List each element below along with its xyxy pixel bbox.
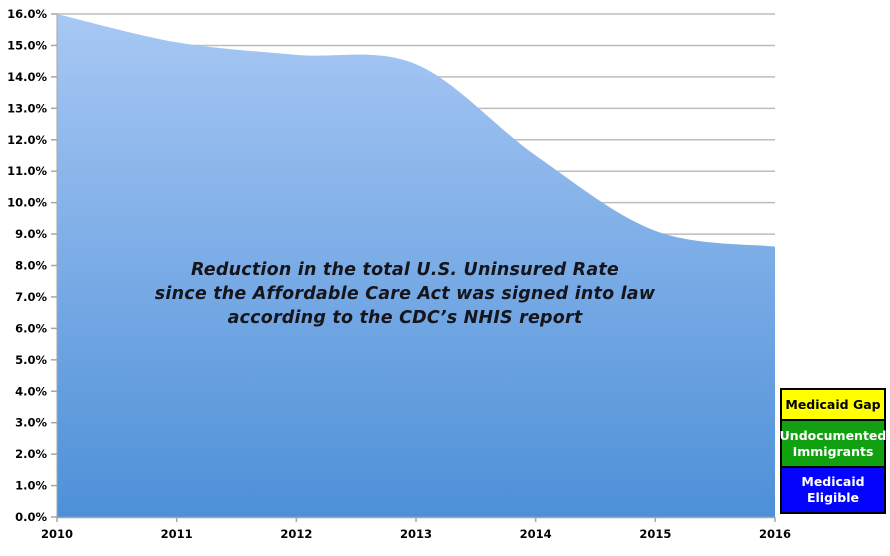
y-axis-tick-label: 13.0% bbox=[7, 101, 47, 115]
y-axis-tick-label: 10.0% bbox=[7, 196, 47, 210]
y-axis-tick-label: 8.0% bbox=[15, 259, 47, 273]
x-axis-tick-label: 2010 bbox=[41, 527, 73, 541]
y-axis-tick-label: 6.0% bbox=[15, 321, 47, 335]
y-axis-tick-label: 14.0% bbox=[7, 70, 47, 84]
legend-item-undocumented-immigrants: Undocumented Immigrants bbox=[780, 421, 886, 468]
y-axis-tick-label: 2.0% bbox=[15, 447, 47, 461]
y-axis-tick-label: 11.0% bbox=[7, 164, 47, 178]
y-axis-tick-label: 5.0% bbox=[15, 353, 47, 367]
chart-title-line-1: Reduction in the total U.S. Uninsured Ra… bbox=[191, 260, 619, 280]
legend: Medicaid Gap Undocumented Immigrants Med… bbox=[780, 388, 886, 514]
x-axis-tick-label: 2012 bbox=[280, 527, 312, 541]
legend-label: Medicaid Gap bbox=[785, 396, 881, 412]
y-axis-tick-label: 15.0% bbox=[7, 38, 47, 52]
y-axis-tick-label: 0.0% bbox=[15, 510, 47, 524]
x-axis-tick-label: 2011 bbox=[161, 527, 193, 541]
x-axis-tick-label: 2015 bbox=[639, 527, 671, 541]
legend-item-medicaid-eligible: Medicaid Eligible bbox=[780, 468, 886, 514]
legend-label: Medicaid Eligible bbox=[801, 474, 865, 505]
y-axis-tick-label: 7.0% bbox=[15, 290, 47, 304]
chart-title: Reduction in the total U.S. Uninsured Ra… bbox=[110, 258, 700, 330]
legend-item-medicaid-gap: Medicaid Gap bbox=[780, 388, 886, 421]
y-axis-tick-label: 1.0% bbox=[15, 479, 47, 493]
x-axis-tick-label: 2013 bbox=[400, 527, 432, 541]
y-axis-tick-label: 16.0% bbox=[7, 7, 47, 21]
x-axis-tick-label: 2014 bbox=[520, 527, 552, 541]
y-axis-tick-label: 3.0% bbox=[15, 416, 47, 430]
chart-title-line-3: according to the CDC’s NHIS report bbox=[227, 308, 583, 328]
y-axis-tick-label: 12.0% bbox=[7, 133, 47, 147]
y-axis-tick-label: 4.0% bbox=[15, 384, 47, 398]
chart-title-line-2: since the Affordable Care Act was signed… bbox=[154, 284, 656, 304]
x-axis-tick-label: 2016 bbox=[759, 527, 791, 541]
area-series-uninsured-rate bbox=[57, 14, 775, 517]
y-axis-tick-label: 9.0% bbox=[15, 227, 47, 241]
legend-label: Undocumented Immigrants bbox=[779, 427, 887, 459]
